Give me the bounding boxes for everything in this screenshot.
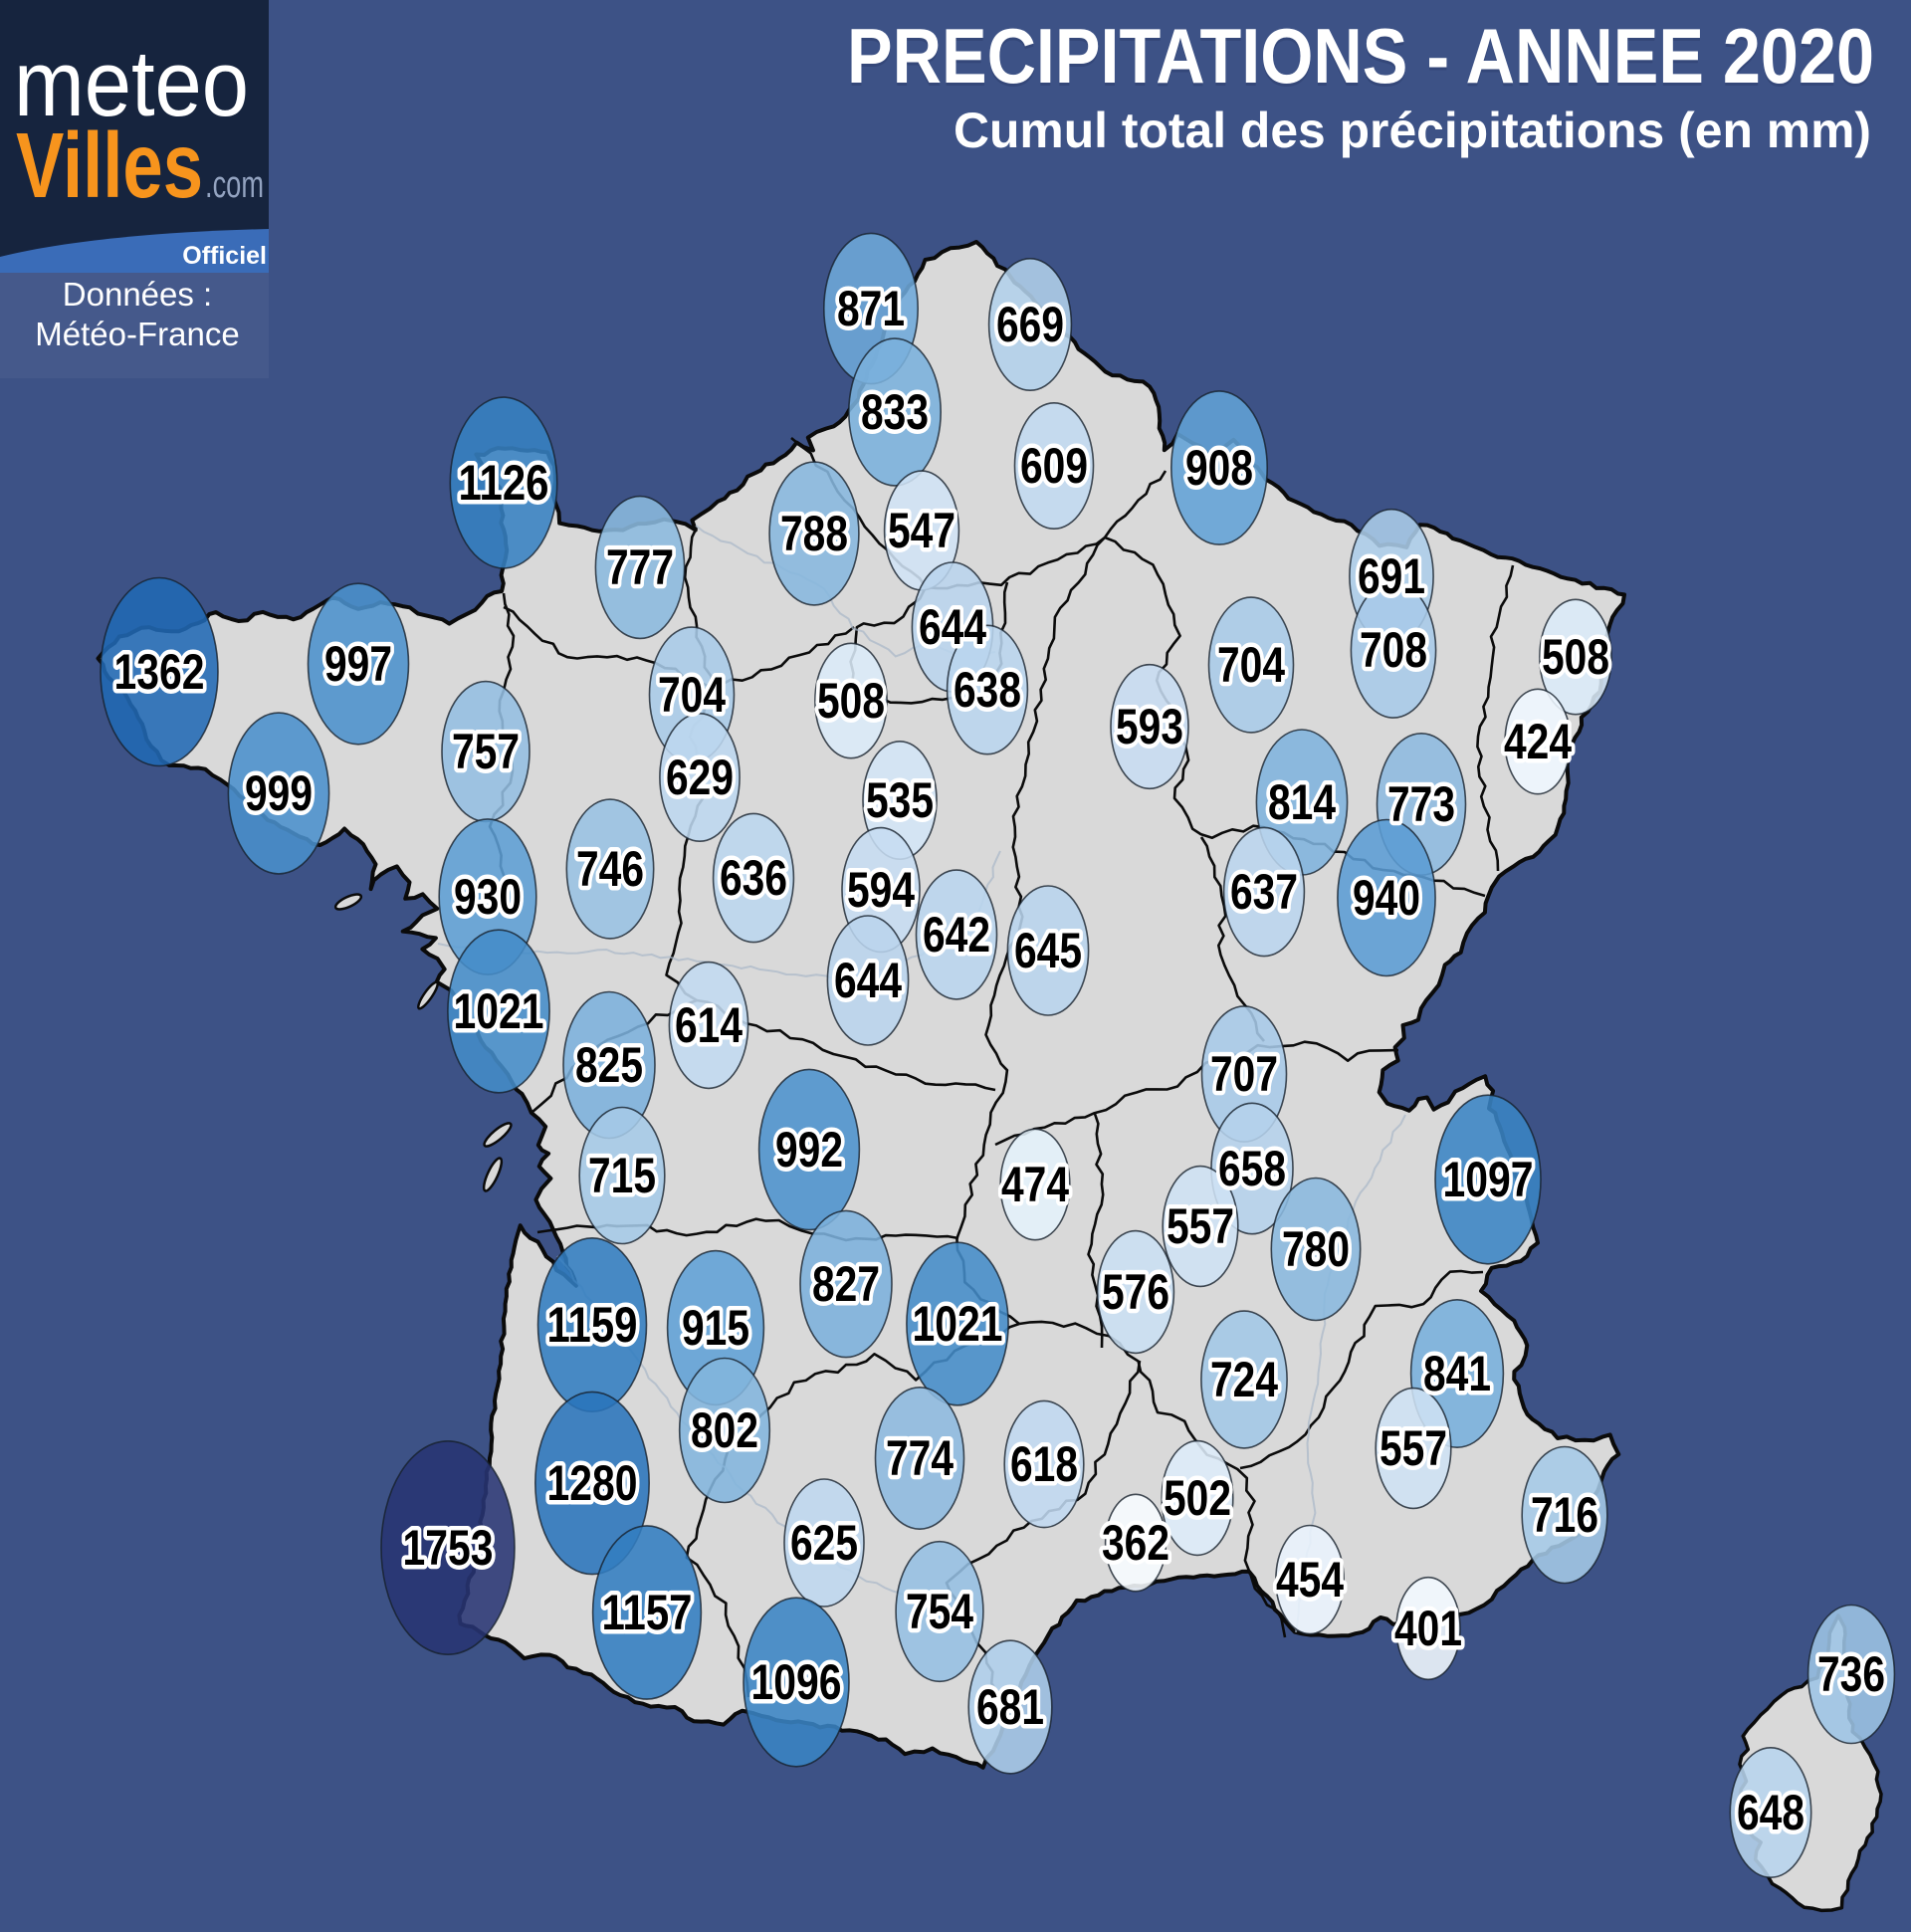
svg-text:1097: 1097 [1443,1152,1534,1207]
svg-text:814: 814 [1268,774,1336,830]
svg-text:1126: 1126 [459,455,549,511]
svg-text:576: 576 [1102,1264,1169,1320]
svg-text:669: 669 [996,297,1064,352]
svg-text:1021: 1021 [913,1296,1003,1352]
svg-text:.com: .com [205,164,264,206]
svg-text:704: 704 [1217,637,1285,693]
svg-text:707: 707 [1210,1046,1278,1102]
svg-text:1159: 1159 [547,1297,638,1353]
svg-text:609: 609 [1020,438,1088,494]
svg-text:999: 999 [245,765,313,821]
svg-text:Météo-France: Météo-France [35,316,239,352]
svg-text:629: 629 [666,750,734,805]
svg-text:833: 833 [861,384,929,440]
svg-text:642: 642 [923,907,990,963]
svg-text:644: 644 [834,953,902,1008]
svg-text:930: 930 [454,869,522,925]
svg-text:1096: 1096 [751,1654,842,1710]
svg-text:658: 658 [1218,1141,1286,1196]
svg-text:716: 716 [1531,1487,1598,1543]
svg-text:708: 708 [1360,622,1427,678]
svg-text:724: 724 [1210,1352,1278,1407]
svg-text:637: 637 [1230,864,1298,920]
svg-text:788: 788 [780,506,848,561]
svg-text:997: 997 [324,636,392,692]
svg-text:474: 474 [1001,1157,1069,1212]
svg-text:1362: 1362 [114,644,205,700]
svg-text:704: 704 [658,667,726,723]
svg-text:Villes: Villes [16,113,203,217]
svg-text:638: 638 [954,662,1021,718]
svg-text:557: 557 [1380,1420,1447,1476]
svg-text:777: 777 [606,539,674,595]
svg-text:454: 454 [1276,1552,1344,1608]
svg-text:746: 746 [576,841,644,897]
svg-text:754: 754 [906,1584,973,1639]
svg-text:774: 774 [886,1430,954,1486]
svg-text:1021: 1021 [454,983,544,1039]
svg-text:691: 691 [1358,548,1425,604]
svg-text:625: 625 [790,1515,858,1571]
svg-text:PRECIPITATIONS - ANNEE 2020: PRECIPITATIONS - ANNEE 2020 [847,15,1874,103]
svg-text:535: 535 [866,772,934,828]
svg-text:915: 915 [682,1300,749,1356]
svg-text:757: 757 [452,724,520,779]
svg-text:841: 841 [1423,1346,1491,1401]
svg-text:362: 362 [1102,1515,1169,1571]
svg-text:715: 715 [588,1148,656,1203]
svg-text:827: 827 [812,1256,880,1312]
svg-text:PRECIPITATIONS - ANNEE 2020: PRECIPITATIONS - ANNEE 2020 [847,12,1874,100]
svg-text:1753: 1753 [403,1520,494,1576]
svg-text:992: 992 [775,1122,843,1178]
svg-text:Données :: Données : [63,276,212,313]
svg-text:618: 618 [1010,1436,1078,1492]
svg-text:940: 940 [1353,870,1420,926]
svg-text:645: 645 [1014,923,1082,978]
svg-text:401: 401 [1394,1601,1462,1656]
svg-text:871: 871 [837,281,905,336]
svg-text:1280: 1280 [547,1455,638,1511]
svg-text:644: 644 [919,599,986,655]
svg-text:681: 681 [976,1679,1044,1735]
svg-text:1157: 1157 [602,1585,693,1640]
svg-text:780: 780 [1282,1221,1350,1277]
svg-text:508: 508 [817,673,885,729]
svg-text:594: 594 [847,862,915,918]
svg-text:557: 557 [1167,1198,1234,1254]
svg-text:508: 508 [1542,629,1609,685]
svg-text:424: 424 [1504,714,1572,769]
svg-text:802: 802 [691,1402,758,1458]
svg-text:Cumul total des précipitations: Cumul total des précipitations (en mm) [954,103,1871,158]
svg-text:773: 773 [1387,776,1455,832]
svg-text:648: 648 [1737,1785,1805,1840]
svg-text:736: 736 [1817,1646,1885,1702]
svg-text:825: 825 [575,1037,643,1093]
svg-text:547: 547 [888,503,956,558]
svg-text:meteo: meteo [14,31,249,135]
svg-text:502: 502 [1164,1470,1231,1526]
svg-text:636: 636 [720,850,787,906]
svg-text:908: 908 [1185,440,1253,496]
svg-text:614: 614 [675,997,743,1053]
svg-text:593: 593 [1116,699,1183,754]
svg-text:Officiel: Officiel [182,242,267,270]
